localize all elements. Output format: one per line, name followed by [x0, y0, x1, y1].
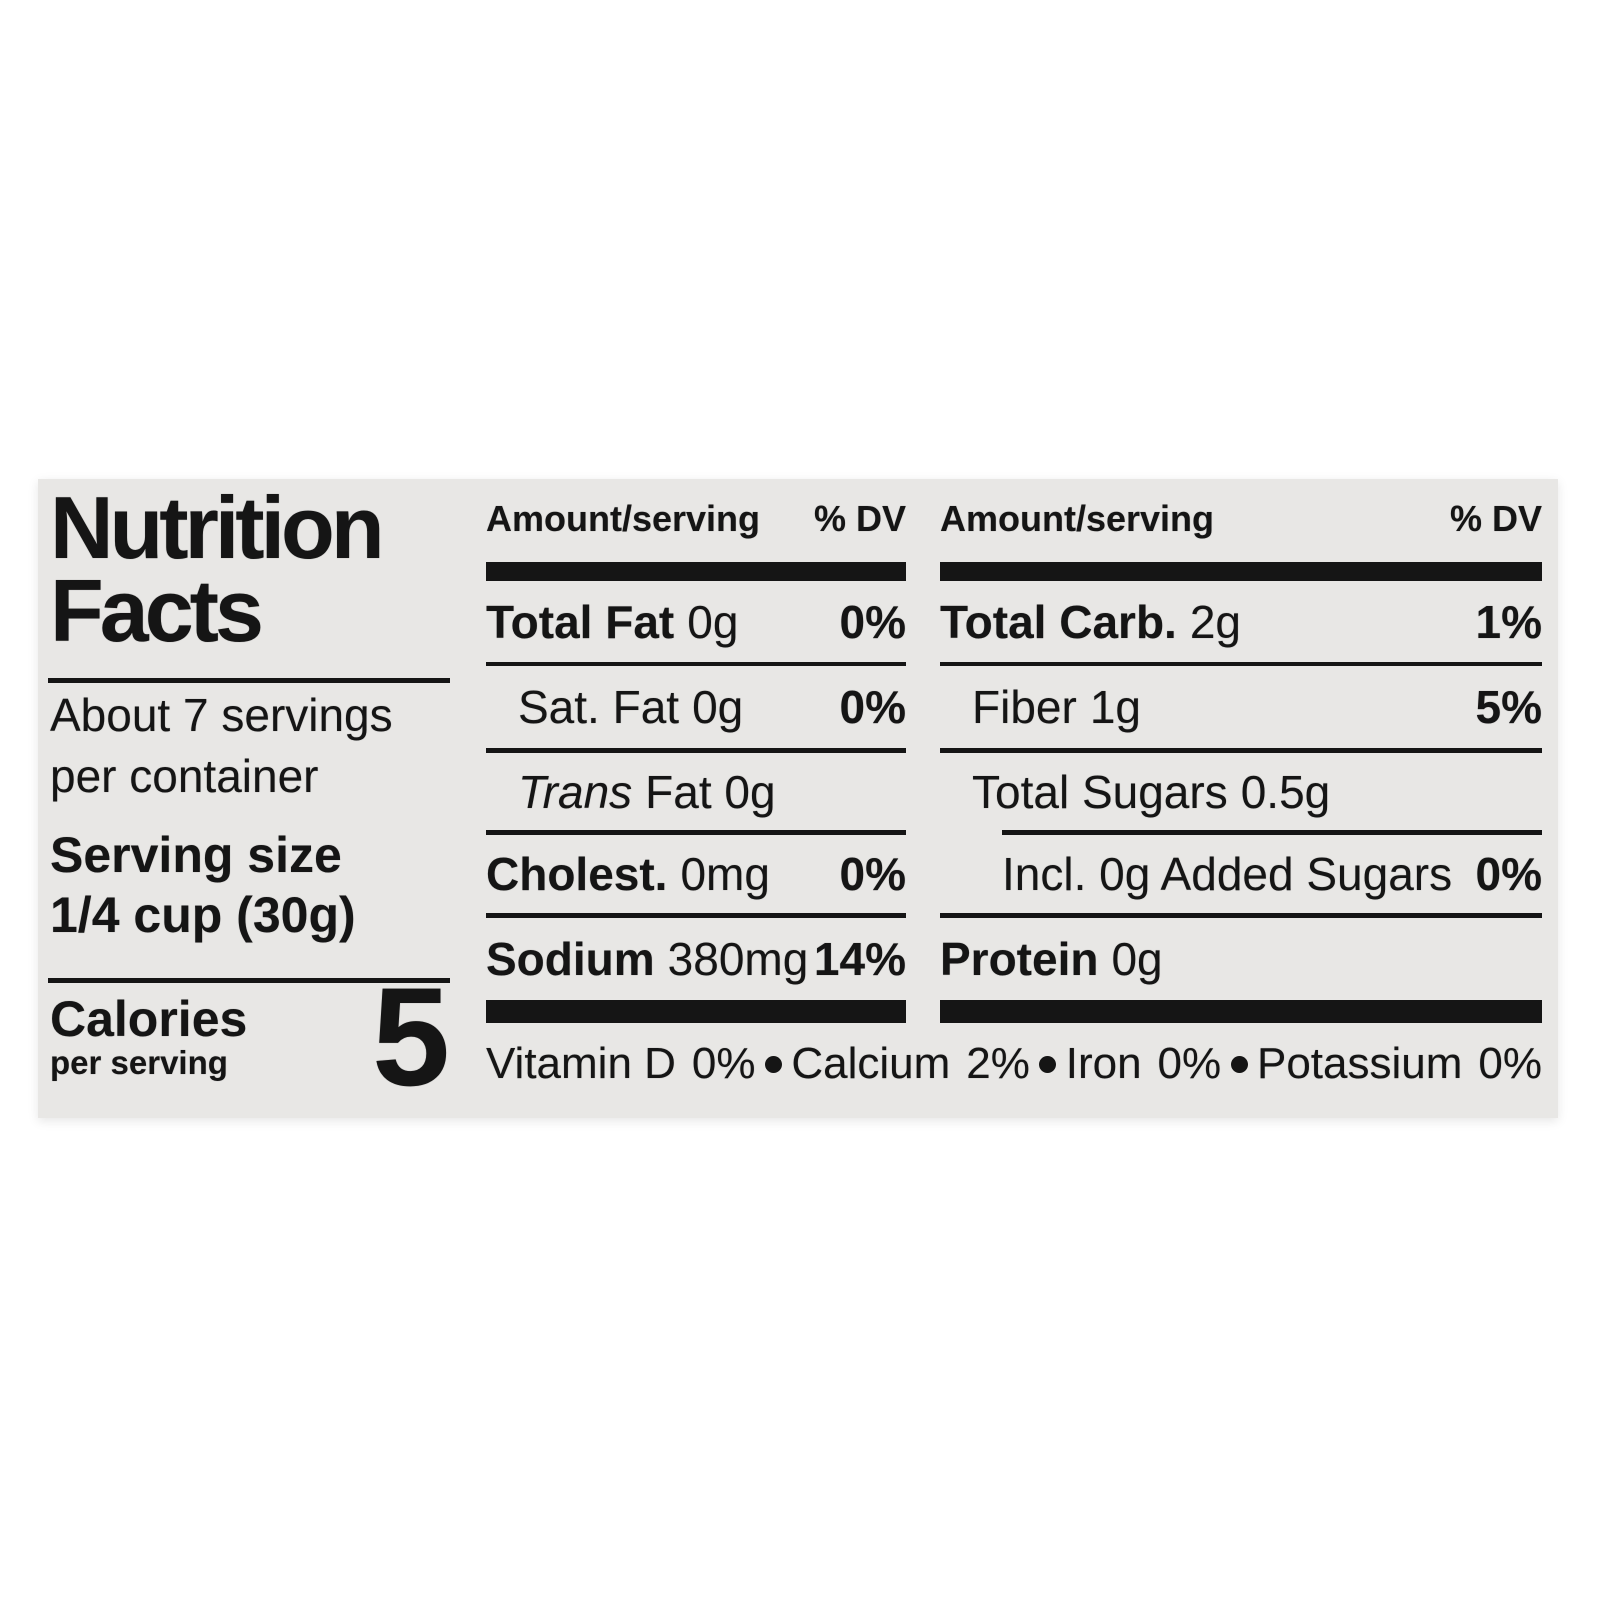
column-header-dv: % DV [813, 498, 906, 539]
bullet-separator-icon [1230, 1055, 1248, 1073]
nutrient-row-sodium: Sodium 380mg 14% [486, 918, 906, 1000]
nutrient-dv: 1% [1475, 595, 1542, 648]
serving-size-divider [48, 978, 450, 983]
footer-bar [940, 1000, 1542, 1023]
column-header: Amount/serving % DV [486, 497, 906, 541]
nutrition-facts-label: Nutrition Facts About 7 servings per con… [38, 479, 1558, 1118]
nutrient-row-protein: Protein 0g [940, 918, 1542, 1000]
nutrient-row-added-sugars: Incl. 0g Added Sugars 0% [940, 835, 1542, 913]
micronutrient-vitamin-d: Vitamin D 0% [486, 1039, 756, 1089]
row-divider [940, 662, 1542, 666]
title-line-1: Nutrition [50, 478, 385, 577]
serving-size-value: 1/4 cup (30g) [50, 887, 356, 943]
micronutrient-value: 2% [966, 1039, 1030, 1088]
servings-line-2: per container [50, 750, 319, 802]
header-bar [940, 562, 1542, 581]
nutrient-amount: 1g [1089, 681, 1141, 733]
nutrient-dv: 5% [1475, 681, 1542, 733]
row-divider [940, 748, 1542, 753]
nutrient-amount: 0mg [680, 848, 770, 900]
title-line-2: Facts [50, 560, 264, 660]
servings-line-1: About 7 servings [50, 689, 393, 741]
nutrient-dv: 0% [839, 595, 906, 648]
nutrient-row-total-sugars: Total Sugars 0.5g [940, 753, 1542, 830]
micronutrient-value: 0% [691, 1039, 756, 1088]
micronutrient-name: Calcium [791, 1039, 951, 1088]
micronutrient-iron: Iron 0% [1066, 1039, 1221, 1089]
nutrient-column-left: Amount/serving % DV Total Fat 0g 0% Sat.… [486, 479, 906, 1118]
row-divider [940, 913, 1542, 918]
nutrient-name: Sodium [486, 933, 655, 985]
left-column: Nutrition Facts About 7 servings per con… [48, 479, 450, 1118]
bullet-separator-icon [1039, 1055, 1057, 1073]
nutrient-name: Sat. Fat [518, 681, 680, 733]
micronutrient-value: 0% [1157, 1039, 1222, 1088]
nutrient-row-total-carb: Total Carb. 2g 1% [940, 581, 1542, 662]
column-header-amount: Amount/serving [486, 498, 761, 539]
calories-block: Calories per serving [50, 993, 247, 1081]
nutrient-row-fiber: Fiber 1g 5% [940, 666, 1542, 748]
nutrient-name: Incl. 0g Added Sugars [1002, 848, 1453, 900]
micronutrient-potassium: Potassium 0% [1257, 1039, 1542, 1089]
row-divider [486, 913, 906, 918]
nutrient-amount: 0g [687, 595, 739, 648]
nutrient-name: Trans [518, 765, 633, 818]
calories-label: Calories [50, 991, 248, 1047]
title-divider [48, 678, 450, 683]
nutrient-row-sat-fat: Sat. Fat 0g 0% [486, 666, 906, 748]
nutrient-name: Total Fat [486, 595, 675, 648]
nutrient-dv: 14% [813, 933, 906, 985]
nutrient-amount: 2g [1189, 595, 1241, 648]
micronutrient-name: Vitamin D [486, 1039, 676, 1088]
nutrient-name: Total Carb. [940, 595, 1177, 648]
serving-size: Serving size 1/4 cup (30g) [50, 825, 356, 945]
nutrient-row-trans-fat: Trans Fat 0g [486, 753, 906, 830]
nutrient-name: Total Sugars [972, 765, 1228, 818]
nutrient-dv: 0% [839, 848, 906, 900]
header-bar [486, 562, 906, 581]
nutrient-amount: 380mg [667, 933, 809, 985]
column-header: Amount/serving % DV [940, 497, 1542, 541]
label-title: Nutrition Facts [50, 478, 385, 660]
nutrient-amount: 0.5g [1240, 765, 1331, 818]
calories-value: 5 [372, 958, 450, 1115]
servings-per-container: About 7 servings per container [50, 685, 393, 807]
micronutrient-calcium: Calcium 2% [791, 1039, 1030, 1089]
micronutrient-name: Potassium [1256, 1039, 1463, 1088]
serving-size-label: Serving size [50, 827, 342, 883]
micronutrient-name: Iron [1065, 1039, 1142, 1088]
column-header-dv: % DV [1449, 498, 1542, 539]
row-divider [486, 830, 906, 835]
row-divider [1002, 830, 1542, 835]
column-header-amount: Amount/serving [940, 498, 1215, 539]
row-divider [486, 662, 906, 666]
nutrient-name: Cholest. [486, 848, 668, 900]
nutrient-row-total-fat: Total Fat 0g 0% [486, 581, 906, 662]
micronutrients-row: Vitamin D 0% Calcium 2% Iron 0% Potassiu… [486, 1035, 1542, 1093]
row-divider [486, 748, 906, 753]
nutrient-column-right: Amount/serving % DV Total Carb. 2g 1% Fi… [940, 479, 1542, 1118]
calories-sublabel: per serving [50, 1044, 228, 1081]
nutrient-row-cholesterol: Cholest. 0mg 0% [486, 835, 906, 913]
nutrient-amount: 0g [692, 681, 744, 733]
footer-bar [486, 1000, 906, 1023]
nutrient-dv: 0% [1475, 848, 1542, 900]
micronutrient-value: 0% [1478, 1039, 1542, 1088]
nutrient-name: Protein [940, 933, 1099, 985]
nutrient-dv: 0% [839, 681, 906, 733]
bullet-separator-icon [764, 1055, 782, 1073]
nutrient-amount: 0g [1111, 933, 1163, 985]
nutrient-amount: Fat 0g [645, 765, 776, 818]
nutrient-name: Fiber [972, 681, 1077, 733]
